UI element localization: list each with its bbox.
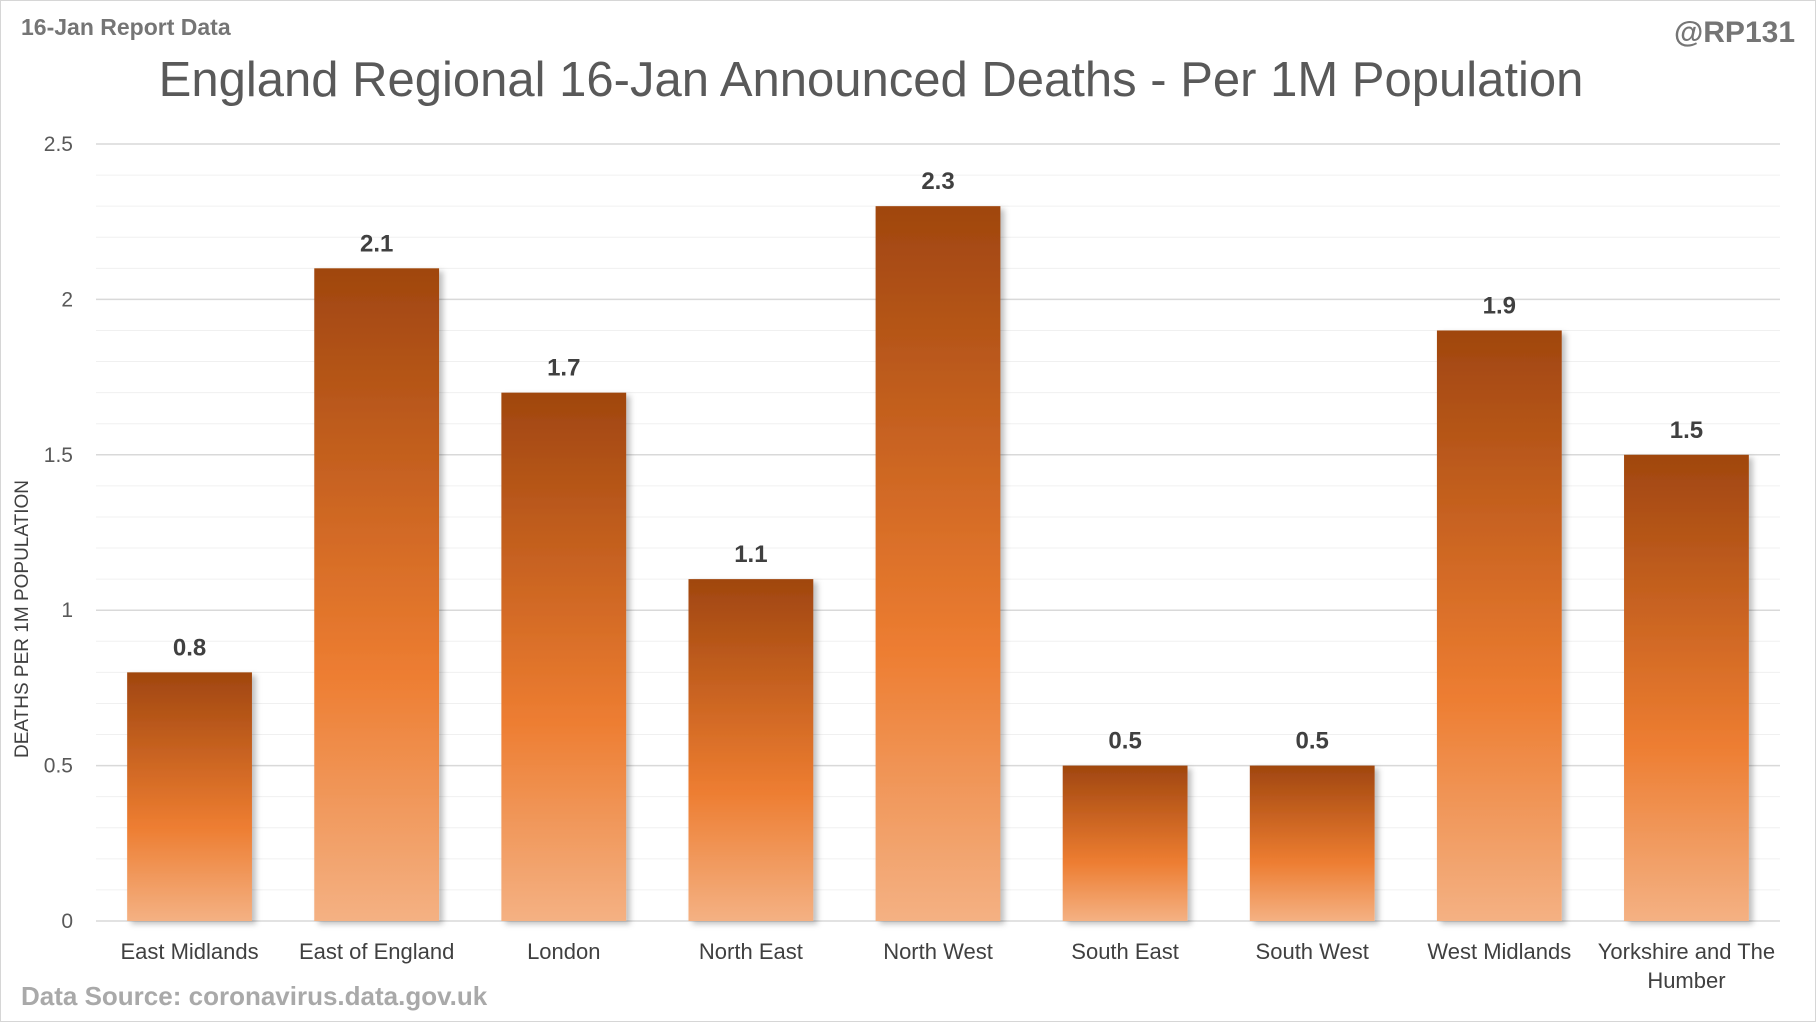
y-tick-label: 2.5 xyxy=(44,133,73,156)
bar xyxy=(1436,330,1562,922)
bar-value-label: 1.1 xyxy=(734,541,767,568)
bar-value-label: 2.3 xyxy=(921,168,954,195)
x-category-label: London xyxy=(527,939,600,964)
bar-value-label: 0.5 xyxy=(1296,728,1329,755)
bar-value-label: 0.5 xyxy=(1108,728,1141,755)
x-category-label: North East xyxy=(699,939,803,964)
x-category-label: East Midlands xyxy=(120,939,258,964)
data-source-note: Data Source: coronavirus.data.gov.uk xyxy=(21,981,488,1011)
bar-value-label: 1.9 xyxy=(1483,292,1516,319)
bars xyxy=(127,206,1749,922)
y-axis-label: DEATHS PER 1M POPULATION xyxy=(12,480,33,758)
y-tick-label: 0.5 xyxy=(44,755,73,778)
bar xyxy=(314,268,440,921)
y-axis-ticks: 0 0.5 1 1.5 2 2.5 xyxy=(44,133,73,933)
x-category-label: North West xyxy=(883,939,993,964)
y-tick-label: 0 xyxy=(61,910,73,933)
bar xyxy=(1062,765,1188,921)
x-category-label: East of England xyxy=(299,939,454,964)
y-tick-label: 1.5 xyxy=(44,444,73,467)
y-tick-label: 1 xyxy=(61,599,73,622)
bar xyxy=(1249,765,1375,921)
bar-value-label: 0.8 xyxy=(173,634,206,661)
author-handle: @RP131 xyxy=(1674,16,1795,49)
bar-value-label: 2.1 xyxy=(360,230,393,257)
bar xyxy=(127,672,252,921)
x-category-label: West Midlands xyxy=(1427,939,1571,964)
x-category-label: Yorkshire and The Humber xyxy=(1598,939,1775,993)
value-labels: 0.8 2.1 1.7 1.1 2.3 0.5 0.5 1.9 1.5 xyxy=(173,168,1703,754)
bar-value-label: 1.7 xyxy=(547,355,580,382)
bar xyxy=(875,206,1001,921)
chart-title: England Regional 16-Jan Announced Deaths… xyxy=(159,53,1584,107)
bar xyxy=(1624,454,1749,921)
bar xyxy=(688,579,814,921)
bar-value-label: 1.5 xyxy=(1670,417,1703,444)
report-date-label: 16-Jan Report Data xyxy=(21,14,231,40)
x-axis-categories: East Midlands East of England London North … xyxy=(120,939,1775,993)
x-category-label: South East xyxy=(1071,939,1179,964)
y-tick-label: 2 xyxy=(61,288,73,311)
x-category-label: South West xyxy=(1256,939,1369,964)
bar xyxy=(501,392,627,921)
